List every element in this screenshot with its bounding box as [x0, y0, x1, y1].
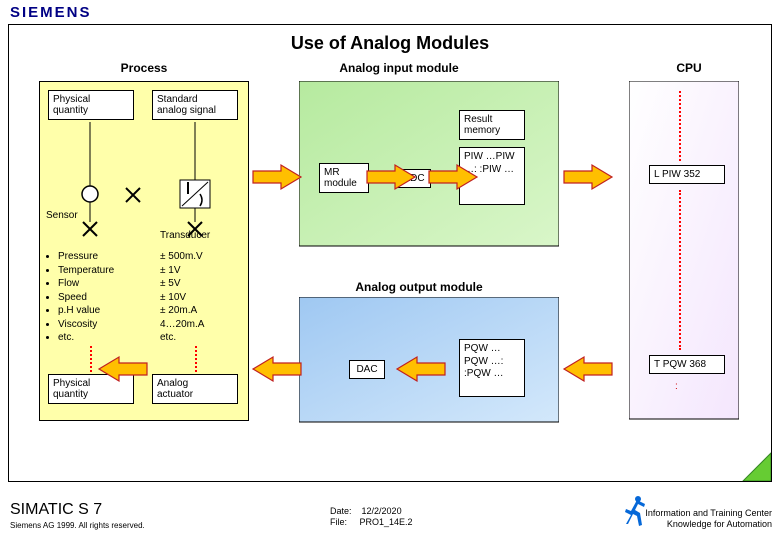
footer-date-label: Date: [330, 506, 352, 516]
footer-info2: Knowledge for Automation [645, 519, 772, 530]
footer-left: SIMATIC S 7 Siemens AG 1999. All rights … [10, 501, 145, 530]
footer-file-label: File: [330, 517, 347, 527]
footer-file-value: PRO1_14E.2 [360, 517, 413, 527]
footer-date-value: 12/2/2020 [362, 506, 402, 516]
corner-fold [741, 451, 771, 481]
footer-product: SIMATIC S 7 [10, 501, 145, 519]
footer-copyright: Siemens AG 1999. All rights reserved. [10, 521, 145, 530]
brand-logo: SIEMENS [10, 4, 92, 21]
arrows-layer [9, 25, 773, 483]
footer-right: Information and Training Center Knowledg… [645, 508, 772, 530]
footer-info1: Information and Training Center [645, 508, 772, 519]
footer-mid: Date: 12/2/2020 File: PRO1_14E.2 [330, 506, 413, 528]
diagram-frame: Use of Analog Modules Process Analog inp… [8, 24, 772, 482]
page: SIEMENS Use of Analog Modules Process An… [0, 0, 780, 540]
